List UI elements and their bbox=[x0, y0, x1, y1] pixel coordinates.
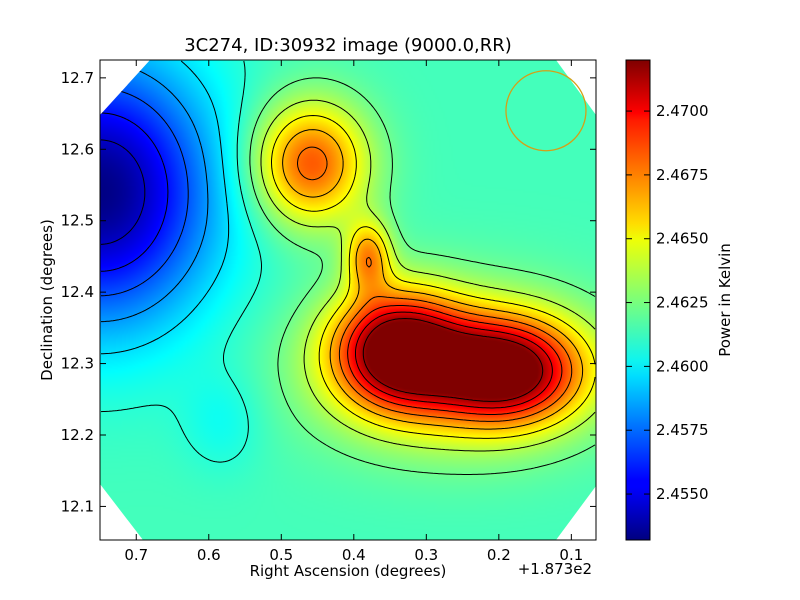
x-tick-label: 0.3 bbox=[414, 546, 438, 564]
x-axis-ticks: 0.7 0.6 0.5 0.4 0.3 0.2 0.1 bbox=[124, 60, 583, 564]
colorbar-tick-label: 2.4675 bbox=[656, 166, 709, 184]
contour-line bbox=[101, 60, 230, 355]
y-tick-label: 12.5 bbox=[61, 212, 94, 230]
contour-lines bbox=[100, 60, 596, 475]
y-tick-label: 12.4 bbox=[61, 283, 94, 301]
x-tick-label: 0.6 bbox=[197, 546, 221, 564]
colorbar: 2.4550 2.4575 2.4600 2.4625 2.4650 2.4675 2.47… bbox=[625, 59, 734, 541]
plot-area bbox=[99, 59, 597, 541]
x-offset-label: +1.873e2 bbox=[518, 560, 592, 578]
colorbar-tick-label: 2.4650 bbox=[656, 230, 709, 248]
y-tick-label: 12.3 bbox=[61, 355, 94, 373]
contour-line bbox=[100, 139, 146, 245]
colorbar-label: Power in Kelvin bbox=[716, 243, 734, 357]
colorbar-tick-label: 2.4550 bbox=[656, 485, 709, 503]
y-axis-ticks: 12.1 12.2 12.3 12.4 12.5 12.6 12.7 bbox=[61, 69, 596, 515]
contour-line bbox=[347, 305, 563, 415]
contour-line bbox=[249, 77, 596, 475]
y-tick-label: 12.1 bbox=[61, 497, 94, 515]
heatmap-image bbox=[100, 60, 596, 540]
y-tick-label: 12.6 bbox=[61, 140, 94, 158]
contour-line bbox=[297, 146, 573, 422]
contour-line bbox=[100, 60, 262, 463]
colorbar-tick-label: 2.4700 bbox=[656, 102, 709, 120]
colorbar-tick-label: 2.4575 bbox=[656, 421, 709, 439]
colorbar-tick-label: 2.4600 bbox=[656, 357, 709, 375]
chart-title: 3C274, ID:30932 image (9000.0,RR) bbox=[184, 35, 512, 56]
y-tick-label: 12.2 bbox=[61, 426, 94, 444]
contour-line bbox=[282, 129, 584, 430]
beam-circle-marker bbox=[505, 70, 587, 152]
x-tick-label: 0.2 bbox=[487, 546, 511, 564]
contour-line bbox=[271, 115, 596, 439]
x-tick-label: 0.5 bbox=[269, 546, 293, 564]
colorbar-ticks: 2.4550 2.4575 2.4600 2.4625 2.4650 2.4675 2.47… bbox=[626, 102, 709, 503]
y-axis-label: Declination (degrees) bbox=[38, 219, 56, 381]
plot-frame bbox=[99, 59, 597, 541]
contour-line bbox=[362, 318, 544, 402]
x-tick-label: 0.7 bbox=[124, 546, 148, 564]
colorbar-tick-label: 2.4625 bbox=[656, 294, 709, 312]
x-tick-label: 0.4 bbox=[342, 546, 366, 564]
contour-line bbox=[355, 311, 553, 409]
y-tick-label: 12.7 bbox=[61, 69, 94, 87]
contour-line bbox=[260, 99, 596, 452]
x-tick-label: 0.1 bbox=[559, 546, 583, 564]
x-axis-label: Right Ascension (degrees) bbox=[250, 562, 447, 580]
colorbar-gradient bbox=[625, 59, 651, 541]
